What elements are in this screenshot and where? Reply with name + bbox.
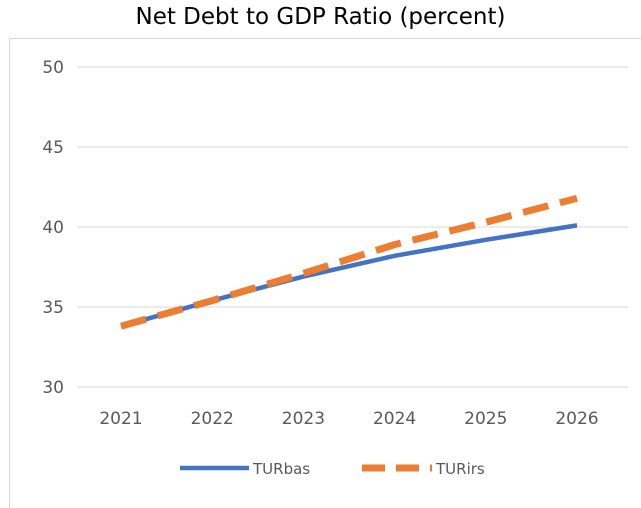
y-tick-label: 35 [42, 298, 64, 318]
y-tick-label: 45 [42, 138, 64, 158]
chart-area-border [9, 38, 641, 508]
y-tick-label: 50 [42, 58, 64, 78]
legend: TURbas TURirs [180, 460, 485, 478]
series-lines [120, 194, 578, 330]
x-tick-label: 2022 [191, 409, 234, 429]
legend-item-turirs: TURirs [362, 460, 485, 478]
legend-label: TURirs [435, 460, 485, 478]
y-tick-label: 30 [42, 378, 64, 398]
x-tick-label: 2021 [99, 409, 142, 429]
x-tick-label: 2026 [555, 409, 598, 429]
x-tick-label: 2023 [282, 409, 325, 429]
y-axis-tick-labels: 30 35 40 45 50 [42, 58, 64, 398]
series-line-turbas [120, 223, 578, 329]
chart-title: Net Debt to GDP Ratio (percent) [135, 4, 506, 30]
x-tick-label: 2025 [464, 409, 507, 429]
gridlines [77, 66, 628, 388]
legend-label: TURbas [252, 460, 310, 478]
legend-item-turbas: TURbas [180, 460, 310, 478]
series-line-turirs [120, 194, 578, 330]
x-axis-tick-labels: 2021 2022 2023 2024 2025 2026 [99, 409, 598, 429]
y-tick-label: 40 [42, 218, 64, 238]
x-tick-label: 2024 [373, 409, 416, 429]
